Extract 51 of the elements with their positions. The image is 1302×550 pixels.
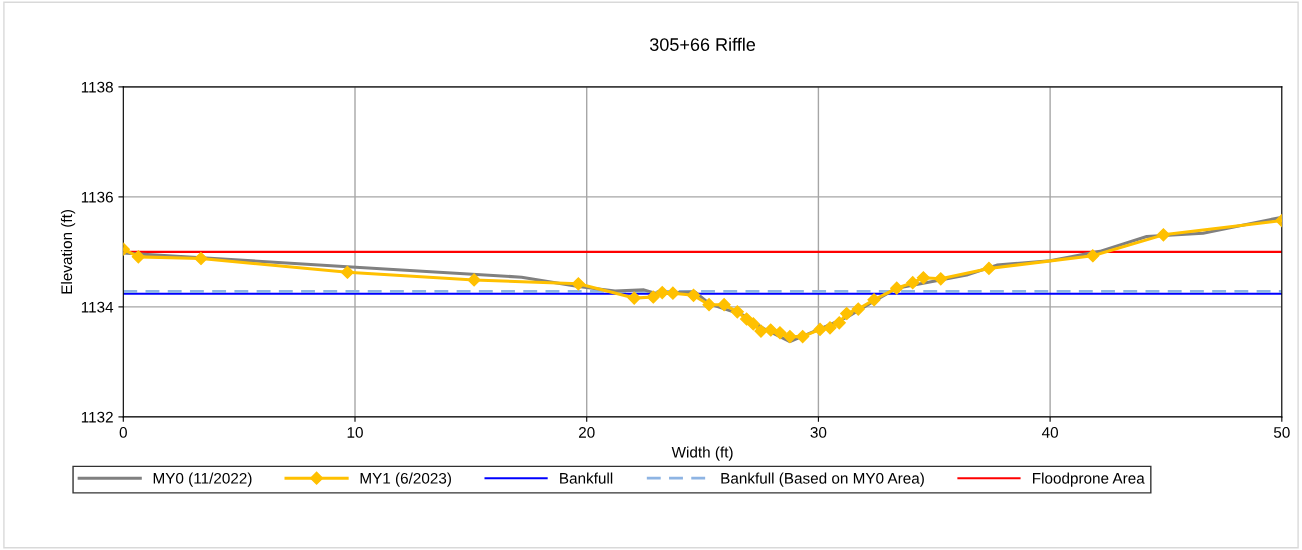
legend-label: Bankfull (Based on MY0 Area) xyxy=(721,472,924,487)
x-tick-label: 50 xyxy=(1273,427,1290,438)
legend-label: Floodprone Area xyxy=(1033,472,1145,487)
x-tick-label: 30 xyxy=(810,427,827,438)
y-tick-label: 1134 xyxy=(81,301,114,313)
point xyxy=(1086,249,1100,263)
x-tick-label: 10 xyxy=(347,427,363,438)
y-tick-label: 1132 xyxy=(81,411,113,423)
point xyxy=(813,322,827,337)
legend-label: MY1 (6/2023) xyxy=(360,472,451,487)
point xyxy=(796,330,810,344)
point xyxy=(340,265,354,279)
point xyxy=(131,250,145,264)
point xyxy=(764,323,778,337)
chart-title: 305+66 Riffle xyxy=(649,37,756,51)
point xyxy=(746,317,760,331)
point xyxy=(686,288,701,302)
point xyxy=(934,272,948,286)
legend-label: MY0 (11/2022) xyxy=(153,472,252,487)
point xyxy=(467,273,481,287)
point xyxy=(754,324,768,338)
point xyxy=(916,271,930,285)
legend-label: Bankfull xyxy=(560,472,613,484)
point xyxy=(717,298,731,312)
point xyxy=(655,286,669,300)
y-axis-title: Elevation (ft) xyxy=(60,209,76,294)
x-axis-title: Width (ft) xyxy=(671,446,733,461)
x-tick-label: 40 xyxy=(1041,427,1059,438)
point xyxy=(773,326,787,340)
point xyxy=(840,306,854,321)
point xyxy=(867,293,881,307)
point xyxy=(823,321,837,335)
point xyxy=(851,302,865,316)
y-tick-label: 1138 xyxy=(81,81,113,93)
point xyxy=(783,330,797,344)
x-tick-label: 20 xyxy=(578,427,595,438)
point xyxy=(982,261,996,275)
point xyxy=(702,298,716,312)
point xyxy=(890,281,904,295)
y-tick-label: 1136 xyxy=(81,191,113,203)
point xyxy=(194,251,208,266)
point xyxy=(739,312,754,326)
point xyxy=(627,291,641,305)
point xyxy=(906,276,920,290)
point xyxy=(832,316,846,330)
point xyxy=(1156,228,1171,242)
point xyxy=(646,290,660,304)
point xyxy=(571,277,585,291)
point xyxy=(730,305,744,319)
point xyxy=(666,286,680,300)
x-tick-label: 0 xyxy=(119,427,127,438)
